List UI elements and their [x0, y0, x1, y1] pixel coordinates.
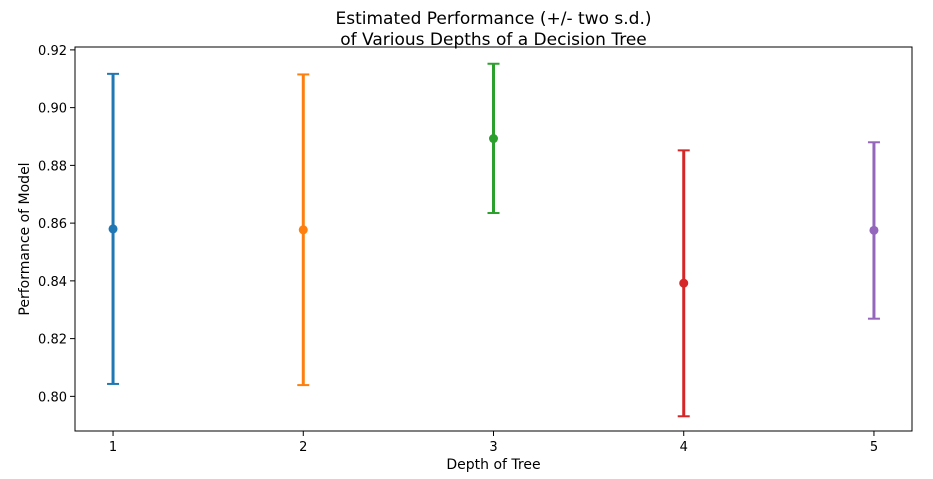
y-tick-label: 0.90 — [38, 102, 67, 117]
x-tick-label: 3 — [489, 440, 497, 455]
x-tick-label: 5 — [870, 440, 878, 455]
mean-point — [489, 134, 498, 144]
x-tick-label: 4 — [680, 440, 688, 455]
y-tick-label: 0.84 — [38, 275, 67, 290]
y-tick-label: 0.88 — [38, 159, 67, 174]
y-tick-label: 0.82 — [38, 333, 67, 348]
x-tick-label: 1 — [109, 440, 117, 455]
mean-point — [679, 278, 689, 288]
chart-title-line-1: Estimated Performance (+/- two s.d.) — [335, 9, 651, 29]
mean-point — [298, 225, 308, 235]
error-bar-depth-2 — [297, 73, 310, 387]
y-axis-label: Performance of Model — [17, 162, 33, 315]
x-tick-label: 2 — [299, 440, 307, 455]
chart-title-line-2: of Various Depths of a Decision Tree — [340, 30, 647, 50]
y-axis: 0.80 0.82 0.84 0.86 0.88 0.90 0.92 — [38, 44, 75, 405]
y-tick-label: 0.92 — [38, 44, 67, 59]
x-axis: 1 2 3 4 5 — [109, 431, 878, 455]
mean-point — [108, 224, 118, 234]
mean-point — [869, 225, 879, 235]
error-bar-depth-4 — [677, 149, 690, 418]
y-tick-label: 0.80 — [38, 390, 67, 405]
x-axis-label: Depth of Tree — [446, 457, 540, 473]
error-bar-depth-1 — [107, 72, 120, 385]
plot-area — [107, 62, 880, 418]
error-bar-depth-5 — [867, 141, 880, 320]
error-bar-depth-3 — [487, 62, 500, 215]
y-tick-label: 0.86 — [38, 217, 67, 232]
